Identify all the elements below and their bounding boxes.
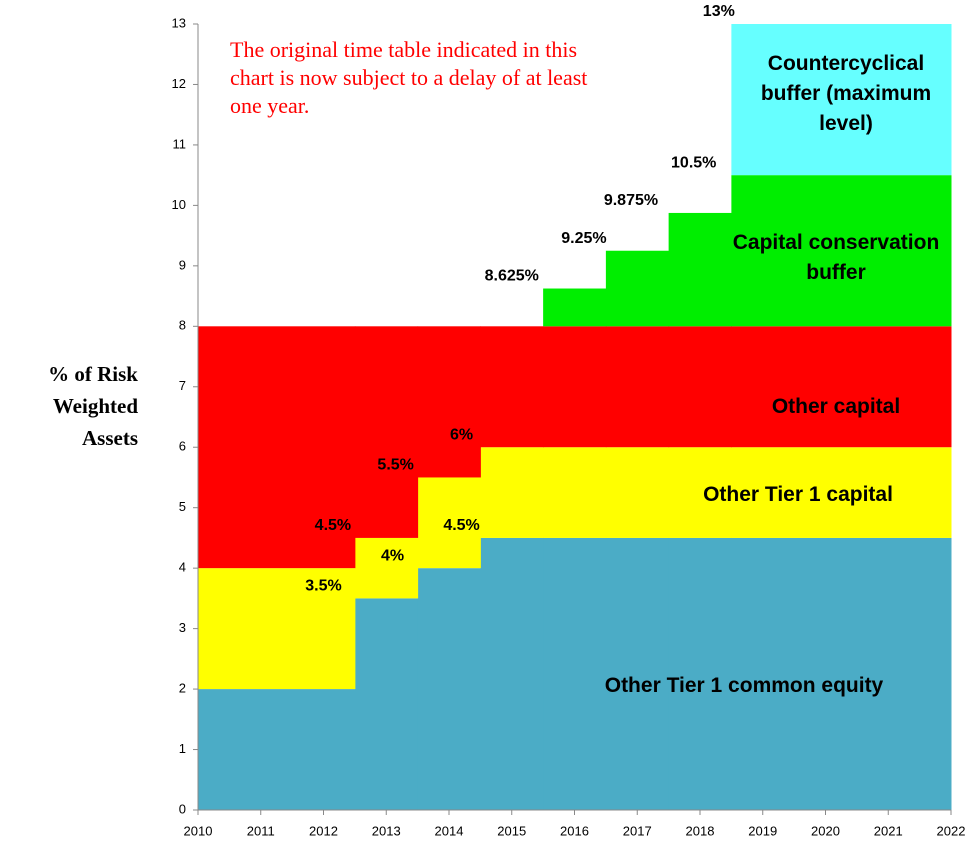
x-tick-label: 2018 <box>686 823 715 838</box>
area-segment <box>731 326 952 448</box>
series-label: Countercyclical buffer (maximum level) <box>760 52 932 135</box>
step-label: 10.5% <box>671 154 716 171</box>
y-tick-label: 13 <box>172 15 186 30</box>
area-segment <box>543 537 607 810</box>
y-tick-label: 5 <box>179 499 186 514</box>
area-segment <box>354 326 419 538</box>
area-segment <box>605 447 670 538</box>
step-label: 4.5% <box>315 517 351 534</box>
series-label: Other Tier 1 common equity <box>604 674 884 697</box>
step-label: 4% <box>381 547 404 564</box>
series-label: Capital conservation buffer <box>732 231 940 284</box>
step-label: 3.5% <box>305 578 341 595</box>
area-segment <box>480 326 544 448</box>
x-tick-label: 2010 <box>184 823 213 838</box>
y-tick-label: 3 <box>179 620 186 635</box>
y-tick-label: 2 <box>179 681 186 696</box>
y-tick-label: 9 <box>179 257 186 272</box>
y-tick-label: 4 <box>179 560 186 575</box>
area-segment <box>605 537 670 810</box>
area-segment <box>543 326 607 448</box>
area-segment <box>354 598 419 810</box>
y-tick-label: 6 <box>179 439 186 454</box>
area-segment <box>417 477 481 569</box>
x-tick-label: 2022 <box>937 823 966 838</box>
area-segment <box>668 326 732 448</box>
area-segment <box>731 447 952 538</box>
x-tick-label: 2016 <box>560 823 589 838</box>
area-segment <box>668 537 732 810</box>
series-label: Other Tier 1 capital <box>703 483 893 506</box>
x-tick-label: 2011 <box>247 823 275 838</box>
area-segment <box>354 537 419 599</box>
annotation: The original time table indicated in thi… <box>230 37 588 118</box>
x-tick-label: 2013 <box>372 823 401 838</box>
step-label: 13% <box>703 3 735 20</box>
area-segment <box>543 288 607 327</box>
area-segment <box>480 537 544 810</box>
step-label: 9.25% <box>561 230 606 247</box>
y-tick-label: 8 <box>179 318 186 333</box>
area-segment <box>731 537 952 810</box>
y-tick-label: 7 <box>179 378 186 393</box>
step-label: 4.5% <box>443 517 479 534</box>
x-tick-label: 2019 <box>748 823 777 838</box>
step-label: 8.625% <box>485 268 539 285</box>
area-segment <box>731 175 952 327</box>
area-segment <box>605 250 670 327</box>
area-segment <box>198 326 356 569</box>
area-segment <box>731 24 952 176</box>
y-tick-label: 11 <box>173 136 187 151</box>
y-tick-label: 12 <box>172 76 186 91</box>
y-tick-label: 0 <box>179 801 186 816</box>
x-tick-label: 2020 <box>811 823 840 838</box>
area-segment <box>605 326 670 448</box>
y-tick-label: 10 <box>172 197 186 212</box>
area-segment <box>668 447 732 538</box>
x-tick-label: 2014 <box>435 823 464 838</box>
area-segment <box>668 212 732 327</box>
step-label: 6% <box>450 426 473 443</box>
area-segment <box>417 568 481 810</box>
area-segment <box>480 447 544 538</box>
x-tick-label: 2012 <box>309 823 338 838</box>
series-label: Other capital <box>771 395 901 418</box>
step-label: 5.5% <box>377 457 413 474</box>
step-label: 9.875% <box>604 192 658 209</box>
area-segment <box>198 689 356 810</box>
x-tick-label: 2017 <box>623 823 652 838</box>
y-axis-label: % of Risk Weighted Assets <box>48 362 138 450</box>
x-tick-label: 2015 <box>497 823 526 838</box>
x-tick-label: 2021 <box>874 823 903 838</box>
area-segment <box>198 568 356 690</box>
area-segment <box>417 326 481 478</box>
area-segment <box>543 447 607 538</box>
y-tick-label: 1 <box>179 741 186 756</box>
